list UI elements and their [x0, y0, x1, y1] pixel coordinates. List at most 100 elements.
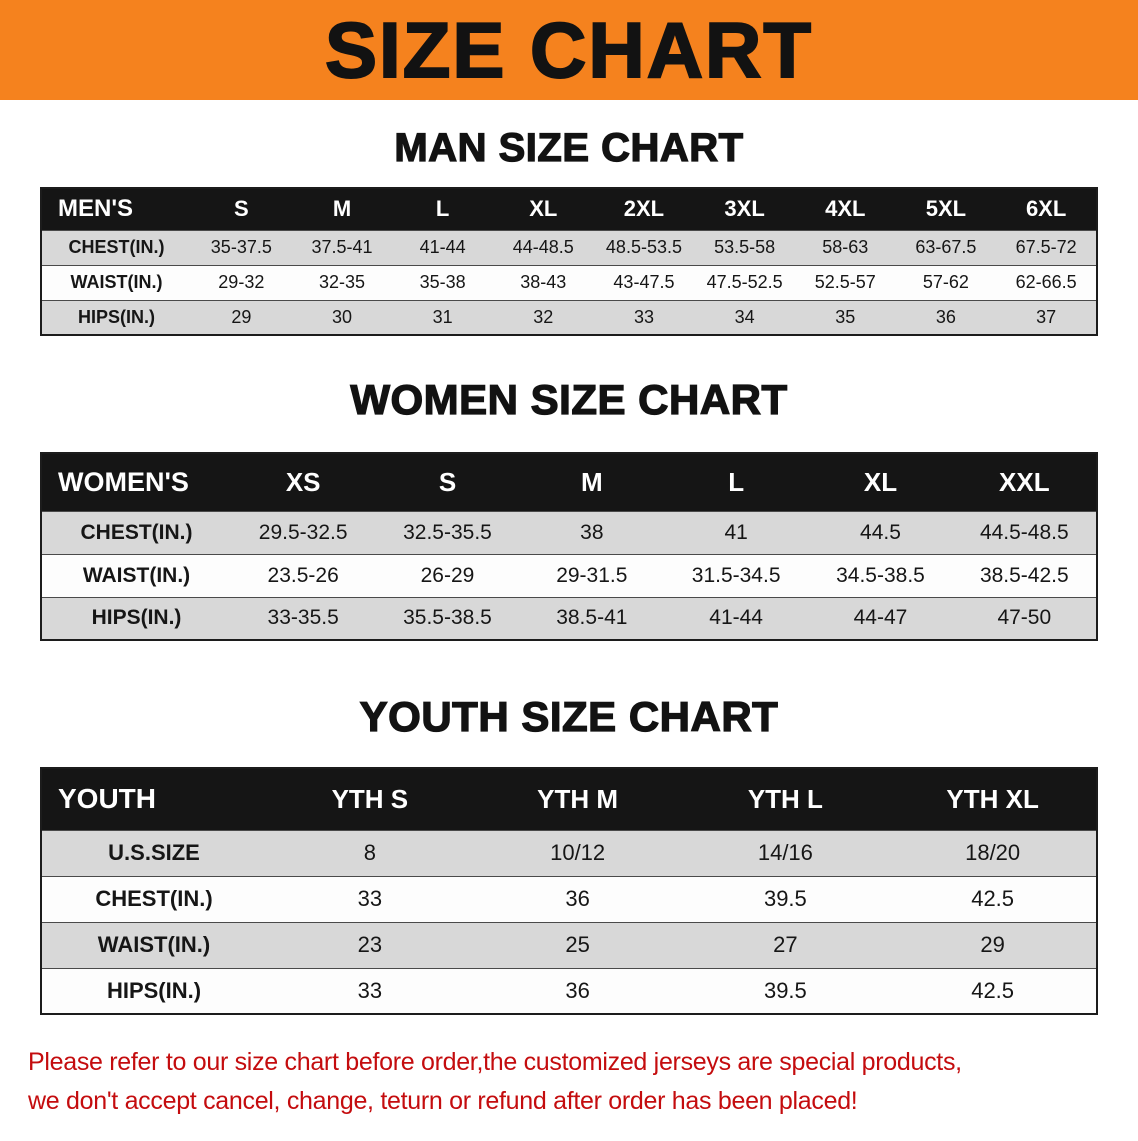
- size-value: 31.5-34.5: [691, 563, 781, 587]
- size-value: 43-47.5: [613, 272, 675, 292]
- size-value: 39.5: [763, 886, 807, 911]
- size-value: 29: [980, 932, 1005, 957]
- notice-line-1: Please refer to our size chart before or…: [28, 1048, 962, 1076]
- size-column-header: YTH M: [473, 768, 682, 830]
- size-column-header: 3XL: [694, 188, 795, 230]
- notice-line-2: we don't accept cancel, change, teturn o…: [28, 1086, 858, 1115]
- size-value: 8: [363, 840, 376, 865]
- table-header-row: MEN'S S M L XL 2XL 3XL 4XL 5XL 6XL: [41, 188, 1097, 230]
- row-label: HIPS(IN.): [91, 606, 182, 630]
- size-value: 31: [432, 306, 453, 327]
- table-header-row: WOMEN'S XS S M L XL XXL: [41, 453, 1097, 511]
- row-label: WAIST(IN.): [82, 563, 191, 587]
- size-value: 44-48.5: [512, 237, 574, 257]
- row-label: CHEST(IN.): [95, 886, 213, 911]
- size-value: 36: [565, 977, 590, 1003]
- size-value: 44.5: [860, 520, 901, 544]
- size-column-header: 2XL: [593, 188, 695, 230]
- size-column-header: YTH L: [681, 768, 890, 830]
- size-column-header: L: [663, 453, 809, 511]
- size-value: 10/12: [550, 840, 606, 865]
- table-row: CHEST(IN.) 33 36 39.5 42.5: [41, 876, 1097, 922]
- size-value: 36: [935, 306, 956, 327]
- mens-size-table: MEN'S S M L XL 2XL 3XL 4XL 5XL 6XL CHEST(IN.) 35-37…: [40, 187, 1098, 336]
- youth-section-heading: YOUTH SIZE CHART: [359, 692, 779, 740]
- size-value: 14/16: [757, 840, 813, 865]
- size-column-header: XL: [808, 453, 953, 511]
- table-row: HIPS(IN.) 29 30 31 32 33 34 35 36 37: [41, 300, 1097, 335]
- size-value: 32: [533, 306, 554, 327]
- size-column-header: M: [291, 188, 393, 230]
- size-value: 33-35.5: [267, 606, 339, 630]
- size-value: 36: [565, 886, 590, 911]
- size-value: 48.5-53.5: [605, 237, 682, 257]
- size-column-header: YTH XL: [889, 768, 1097, 830]
- size-value: 53.5-58: [714, 237, 776, 257]
- table-row: CHEST(IN.) 29.5-32.5 32.5-35.5 38 41 44.5 44.5…: [41, 511, 1097, 554]
- table-row: HIPS(IN.) 33 36 39.5 42.5: [41, 968, 1097, 1014]
- size-value: 26-29: [420, 563, 475, 587]
- size-value: 58-63: [822, 237, 869, 257]
- size-column-header: L: [392, 188, 493, 230]
- size-value: 67.5-72: [1015, 237, 1077, 257]
- size-value: 34.5-38.5: [836, 563, 925, 587]
- size-value: 52.5-57: [814, 272, 876, 292]
- row-label: U.S.SIZE: [108, 840, 200, 865]
- size-value: 37.5-41: [311, 237, 373, 257]
- size-value: 29-31.5: [556, 563, 628, 587]
- size-value: 35-37.5: [210, 237, 272, 257]
- size-value: 47-50: [997, 606, 1052, 630]
- size-column-header: XXL: [952, 453, 1097, 511]
- size-column-header: YTH S: [266, 768, 474, 830]
- row-label: CHEST(IN.): [80, 520, 193, 544]
- size-value: 35.5-38.5: [403, 606, 492, 630]
- size-value: 32.5-35.5: [403, 520, 492, 544]
- size-value: 41-44: [419, 237, 466, 257]
- size-value: 38.5-42.5: [979, 563, 1069, 587]
- size-value: 29.5-32.5: [258, 520, 348, 544]
- women-size-section: WOMEN SIZE CHART WOMEN'S XS S M L XL XXL CHEST(…: [0, 375, 1138, 641]
- womens-size-table: WOMEN'S XS S M L XL XXL CHEST(IN.) 29.5-32.5 32.5…: [40, 452, 1098, 641]
- youth-size-section: YOUTH SIZE CHART YOUTH YTH S YTH M YTH L YTH…: [0, 692, 1138, 1015]
- size-value: 42.5: [971, 977, 1015, 1003]
- footer-notice: Please refer to our size chart before or…: [0, 1043, 1138, 1141]
- size-value: 29: [231, 306, 252, 327]
- size-value: 38-43: [520, 272, 567, 292]
- row-label: HIPS(IN.): [77, 306, 155, 327]
- size-value: 44.5-48.5: [979, 520, 1069, 544]
- size-column-header: 4XL: [794, 188, 896, 230]
- size-column-header: XL: [492, 188, 594, 230]
- row-label: CHEST(IN.): [68, 237, 165, 257]
- youth-size-table: YOUTH YTH S YTH M YTH L YTH XL U.S.SIZE 8 10/12…: [40, 767, 1098, 1015]
- size-value: 41-44: [709, 606, 763, 630]
- size-value: 41: [724, 520, 748, 544]
- size-value: 38: [580, 520, 604, 544]
- size-value: 29-32: [218, 272, 265, 292]
- size-column-header: S: [191, 188, 292, 230]
- size-value: 25: [565, 932, 590, 957]
- man-section-heading: MAN SIZE CHART: [394, 125, 744, 170]
- size-value: 30: [331, 306, 352, 327]
- size-value: 23: [357, 932, 383, 957]
- size-value: 47.5-52.5: [706, 272, 783, 292]
- size-value: 35: [835, 306, 856, 327]
- table-row: CHEST(IN.) 35-37.5 37.5-41 41-44 44-48.5 48.5…: [41, 230, 1097, 265]
- size-value: 63-67.5: [915, 237, 977, 257]
- size-value: 33: [357, 886, 383, 911]
- size-value: 42.5: [971, 886, 1015, 911]
- size-value: 33: [633, 306, 654, 327]
- size-column-header: 5XL: [895, 188, 997, 230]
- man-size-section: MAN SIZE CHART MEN'S S M L XL 2XL 3XL 4XL 5XL 6XL…: [0, 125, 1138, 336]
- table-row: HIPS(IN.) 33-35.5 35.5-38.5 38.5-41 41-44 44-…: [41, 597, 1097, 640]
- size-value: 39.5: [763, 977, 807, 1003]
- banner: SIZE CHART: [0, 0, 1138, 100]
- row-label: WAIST(IN.): [70, 272, 163, 292]
- size-value: 44-47: [853, 606, 908, 630]
- table-row: WAIST(IN.) 23.5-26 26-29 29-31.5 31.5-34.5 34…: [41, 554, 1097, 597]
- size-column-header: XS: [231, 453, 376, 511]
- table-header-row: YOUTH YTH S YTH M YTH L YTH XL: [41, 768, 1097, 830]
- size-value: 23.5-26: [267, 563, 339, 587]
- size-value: 57-62: [922, 272, 969, 292]
- table-row: WAIST(IN.) 29-32 32-35 35-38 38-43 43-47.5 47.…: [41, 265, 1097, 300]
